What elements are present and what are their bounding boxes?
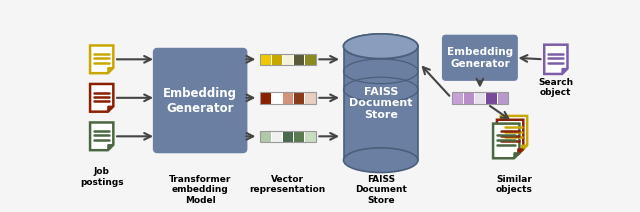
Text: Embedding
Generator: Embedding Generator: [447, 47, 513, 68]
Polygon shape: [108, 68, 113, 73]
Polygon shape: [562, 68, 568, 74]
Bar: [305, 131, 316, 142]
Bar: [463, 92, 474, 104]
FancyBboxPatch shape: [153, 48, 248, 153]
Polygon shape: [493, 124, 520, 158]
Text: Search
object: Search object: [538, 78, 573, 97]
Polygon shape: [90, 45, 113, 73]
Ellipse shape: [344, 77, 418, 102]
Text: FAISS
Document
Store: FAISS Document Store: [349, 87, 412, 120]
Polygon shape: [522, 145, 527, 151]
Bar: [282, 54, 293, 65]
Text: FAISS
Document
Store: FAISS Document Store: [355, 175, 406, 205]
Bar: [293, 92, 305, 104]
Polygon shape: [501, 116, 527, 151]
Text: Transformer
embedding
Model: Transformer embedding Model: [169, 175, 231, 205]
Polygon shape: [544, 45, 568, 74]
Bar: [305, 92, 316, 104]
Text: Job
postings: Job postings: [80, 167, 124, 187]
FancyBboxPatch shape: [442, 35, 518, 81]
Bar: [282, 92, 293, 104]
Bar: [497, 92, 508, 104]
Bar: [271, 92, 282, 104]
Text: Embedding
Generator: Embedding Generator: [163, 86, 237, 114]
Ellipse shape: [344, 59, 418, 84]
Bar: [260, 131, 316, 142]
Bar: [293, 54, 305, 65]
Polygon shape: [108, 145, 113, 150]
Bar: [452, 92, 463, 104]
Bar: [271, 131, 282, 142]
Ellipse shape: [344, 34, 418, 59]
Bar: [282, 131, 293, 142]
Ellipse shape: [344, 148, 418, 173]
Bar: [305, 54, 316, 65]
Bar: [260, 54, 271, 65]
Bar: [486, 92, 497, 104]
Bar: [452, 92, 508, 104]
Text: Similar
objects: Similar objects: [495, 175, 532, 194]
Bar: [271, 54, 282, 65]
Bar: [260, 92, 316, 104]
Polygon shape: [514, 153, 520, 158]
Bar: [293, 131, 305, 142]
Bar: [260, 131, 271, 142]
Polygon shape: [108, 106, 113, 112]
Ellipse shape: [344, 34, 418, 59]
Bar: [260, 92, 271, 104]
Bar: [344, 46, 418, 160]
Polygon shape: [90, 84, 113, 112]
Polygon shape: [90, 123, 113, 150]
Polygon shape: [518, 149, 524, 154]
Bar: [474, 92, 486, 104]
Polygon shape: [497, 120, 524, 154]
Text: Vector
representation: Vector representation: [250, 175, 326, 194]
Bar: [260, 54, 316, 65]
